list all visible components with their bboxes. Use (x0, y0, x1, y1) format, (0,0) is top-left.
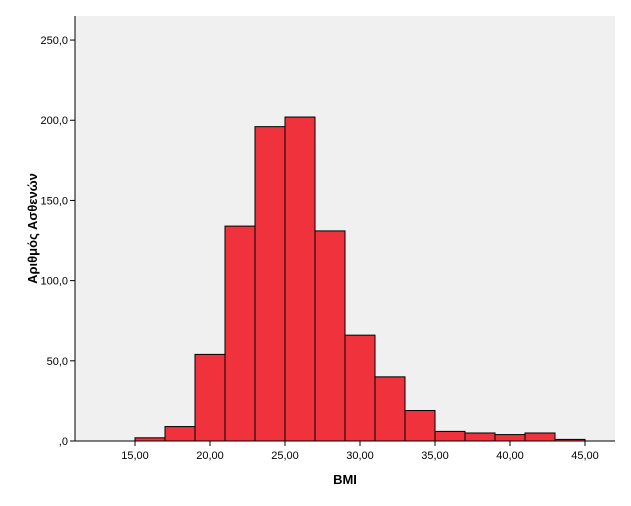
x-tick-label: 15,00 (121, 450, 149, 462)
histogram-bar (194, 353, 226, 442)
x-tick-label: 20,00 (196, 450, 224, 462)
histogram-bar (464, 432, 496, 442)
y-tick-label: 150,0 (40, 195, 68, 207)
histogram-bar (494, 434, 526, 442)
histogram-bar (404, 410, 436, 442)
histogram-bar (164, 426, 196, 442)
x-axis-title: BMI (333, 472, 357, 487)
histogram-bar (224, 225, 256, 442)
histogram-bar (524, 432, 556, 442)
x-axis: 15,00 20,00 25,00 30,00 35,00 40,00 45,00 (75, 440, 615, 462)
y-tick-label: ,0 (59, 436, 68, 448)
y-tick-label: 200,0 (40, 115, 68, 127)
x-tick-label: 35,00 (421, 450, 449, 462)
y-tick-label: 50,0 (47, 356, 68, 368)
histogram-bar (254, 126, 286, 442)
histogram-bar (284, 116, 316, 442)
x-tick-label: 30,00 (346, 450, 374, 462)
histogram-bar (434, 430, 466, 442)
x-tick-label: 25,00 (271, 450, 299, 462)
histogram-bar (374, 376, 406, 442)
y-axis: ,0 50,0 100,0 150,0 200,0 250,0 (40, 16, 76, 448)
y-tick-label: 250,0 (40, 35, 68, 47)
y-axis-title: Αριθμός Ασθενών (25, 173, 40, 284)
y-tick-label: 100,0 (40, 276, 68, 288)
histogram-bar (344, 334, 376, 442)
histogram-bar (314, 230, 346, 442)
bars-group (134, 116, 586, 442)
x-tick-label: 40,00 (496, 450, 524, 462)
x-tick-label: 45,00 (571, 450, 599, 462)
